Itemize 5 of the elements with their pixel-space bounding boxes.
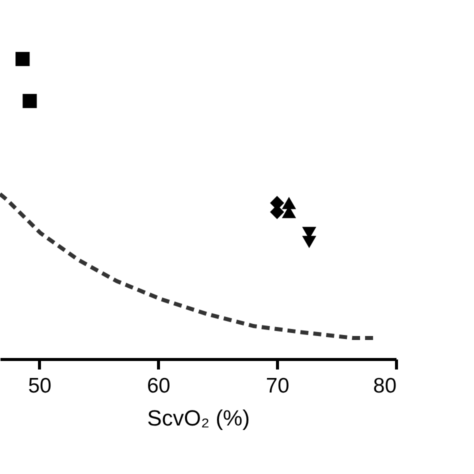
x-tick-label: 60 bbox=[146, 374, 170, 398]
x-tick-label: 50 bbox=[28, 374, 52, 398]
x-tick-label: 70 bbox=[266, 374, 290, 398]
x-tick-label: 80 bbox=[373, 374, 396, 398]
x-axis-title: ScvO₂ (%) bbox=[147, 406, 250, 430]
